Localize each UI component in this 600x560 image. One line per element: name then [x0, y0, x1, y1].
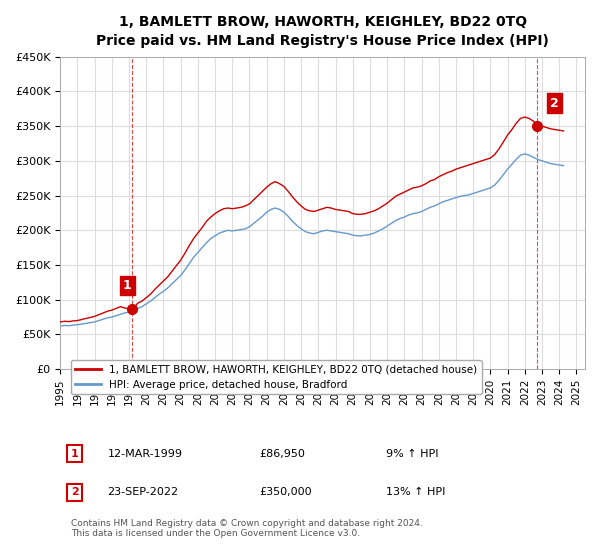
Text: 1: 1: [71, 449, 79, 459]
Text: 2: 2: [550, 97, 559, 110]
Text: Contains HM Land Registry data © Crown copyright and database right 2024.
This d: Contains HM Land Registry data © Crown c…: [71, 519, 422, 538]
Text: 23-SEP-2022: 23-SEP-2022: [107, 487, 179, 497]
Text: 13% ↑ HPI: 13% ↑ HPI: [386, 487, 445, 497]
Text: 9% ↑ HPI: 9% ↑ HPI: [386, 449, 438, 459]
Text: £86,950: £86,950: [260, 449, 305, 459]
Title: 1, BAMLETT BROW, HAWORTH, KEIGHLEY, BD22 0TQ
Price paid vs. HM Land Registry's H: 1, BAMLETT BROW, HAWORTH, KEIGHLEY, BD22…: [96, 15, 549, 49]
Legend: 1, BAMLETT BROW, HAWORTH, KEIGHLEY, BD22 0TQ (detached house), HPI: Average pric: 1, BAMLETT BROW, HAWORTH, KEIGHLEY, BD22…: [71, 360, 482, 394]
Text: 12-MAR-1999: 12-MAR-1999: [107, 449, 182, 459]
Text: £350,000: £350,000: [260, 487, 312, 497]
Text: 1: 1: [123, 279, 131, 292]
Text: 2: 2: [71, 487, 79, 497]
